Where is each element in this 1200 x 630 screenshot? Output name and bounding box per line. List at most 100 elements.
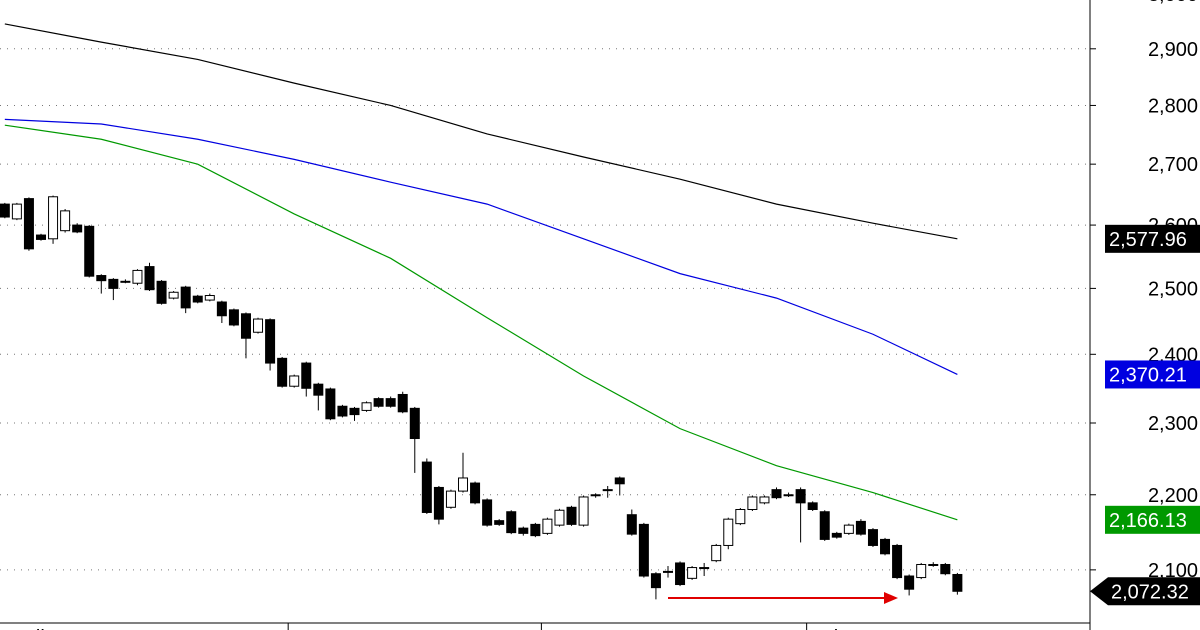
price-tag-label: 2,166.13 <box>1109 510 1187 532</box>
price-tag-label: 2,072.32 <box>1111 581 1189 603</box>
candle-body <box>144 266 155 291</box>
candle-body <box>458 477 469 492</box>
candle-body <box>470 482 481 504</box>
y-tick-label: 2,100 <box>1148 560 1198 582</box>
candle-body <box>952 573 963 592</box>
candle-body <box>277 357 288 387</box>
candle-body <box>120 280 131 283</box>
candle-body <box>650 573 661 589</box>
x-tick-label: June <box>547 627 590 630</box>
candle-body <box>265 319 276 364</box>
candle-body <box>880 538 891 555</box>
candles <box>0 195 963 600</box>
candle-body <box>204 295 215 301</box>
y-tick-label: 2,900 <box>1148 39 1198 61</box>
candle-body <box>60 210 71 232</box>
candle-body <box>325 388 336 420</box>
candle-body <box>807 502 818 511</box>
y-tick-label: 2,500 <box>1148 278 1198 300</box>
candle-body <box>747 496 758 511</box>
candle-body <box>482 499 493 526</box>
candle-body <box>385 398 396 407</box>
candle-body <box>180 286 191 309</box>
candle-body <box>108 278 119 289</box>
candle-body <box>0 203 10 218</box>
candle-body <box>313 383 324 396</box>
candle-body <box>940 563 951 575</box>
y-tick-label: 2,800 <box>1148 95 1198 117</box>
candle-body <box>699 567 710 570</box>
candle-body <box>228 309 239 326</box>
candle-body <box>723 518 734 546</box>
candle-body <box>638 523 649 577</box>
candle-body <box>301 362 312 389</box>
candle-body <box>156 280 167 304</box>
moving-averages <box>4 23 958 521</box>
y-tick-label: 2,200 <box>1148 485 1198 507</box>
candle-body <box>783 494 794 497</box>
candle-body <box>132 269 143 284</box>
candle-body <box>409 407 420 440</box>
candle-body <box>518 527 529 534</box>
candle-body <box>445 490 456 508</box>
candle-body <box>530 523 541 537</box>
candle-body <box>831 532 842 538</box>
candle-body <box>614 477 625 485</box>
candle-body <box>855 520 866 535</box>
candle-body <box>795 489 806 504</box>
candle-body <box>421 461 432 513</box>
candle-body <box>216 301 227 317</box>
candle-body <box>687 567 698 579</box>
annotation-arrowhead <box>884 592 898 604</box>
candle-body <box>397 393 408 413</box>
candle-body <box>373 398 384 407</box>
candle-body <box>289 375 300 387</box>
y-tick-label: 2,300 <box>1148 413 1198 435</box>
candle-body <box>192 295 203 303</box>
price-tag <box>1105 505 1200 534</box>
x-tick-label: July <box>813 627 849 630</box>
candle-body <box>168 291 179 299</box>
price-tag <box>1105 224 1200 253</box>
candle-body <box>96 275 107 282</box>
candle-body <box>35 234 46 240</box>
candle-body <box>662 570 673 573</box>
candle-body <box>361 402 372 411</box>
candle-body <box>735 509 746 525</box>
moving-average-line <box>4 118 958 376</box>
candle-body <box>554 509 565 526</box>
candle-body <box>904 575 915 590</box>
candle-body <box>771 489 782 499</box>
candle-body <box>892 544 903 579</box>
candle-body <box>843 524 854 534</box>
candle-body <box>72 224 83 233</box>
candle-body <box>928 563 939 566</box>
candle-body <box>11 203 22 220</box>
candle-body <box>542 518 553 534</box>
price-tags: 2,577.96 2,370.21 2,166.13 2,072.32 <box>1090 224 1200 606</box>
candle-body <box>578 496 589 526</box>
candle-body <box>506 511 517 534</box>
candle-body <box>84 225 95 277</box>
candle-body <box>819 511 830 540</box>
x-tick-label: April <box>5 627 45 630</box>
price-tag <box>1105 360 1200 389</box>
candle-body <box>675 562 686 586</box>
candle-body <box>626 514 637 535</box>
candle-body <box>494 520 505 525</box>
y-tick-label: 3,000 <box>1148 0 1198 6</box>
candle-body <box>240 313 251 339</box>
candle-body <box>867 529 878 546</box>
price-tag-label: 2,577.96 <box>1109 229 1187 251</box>
candle-body <box>590 494 601 497</box>
candle-body <box>23 198 34 250</box>
candle-body <box>566 506 577 525</box>
candle-body <box>759 496 770 504</box>
candle-body <box>253 318 264 333</box>
candle-body <box>916 563 927 579</box>
candle-body <box>349 407 360 416</box>
price-tag <box>1090 577 1200 606</box>
candle-body <box>602 489 613 492</box>
candle-body <box>433 486 444 520</box>
